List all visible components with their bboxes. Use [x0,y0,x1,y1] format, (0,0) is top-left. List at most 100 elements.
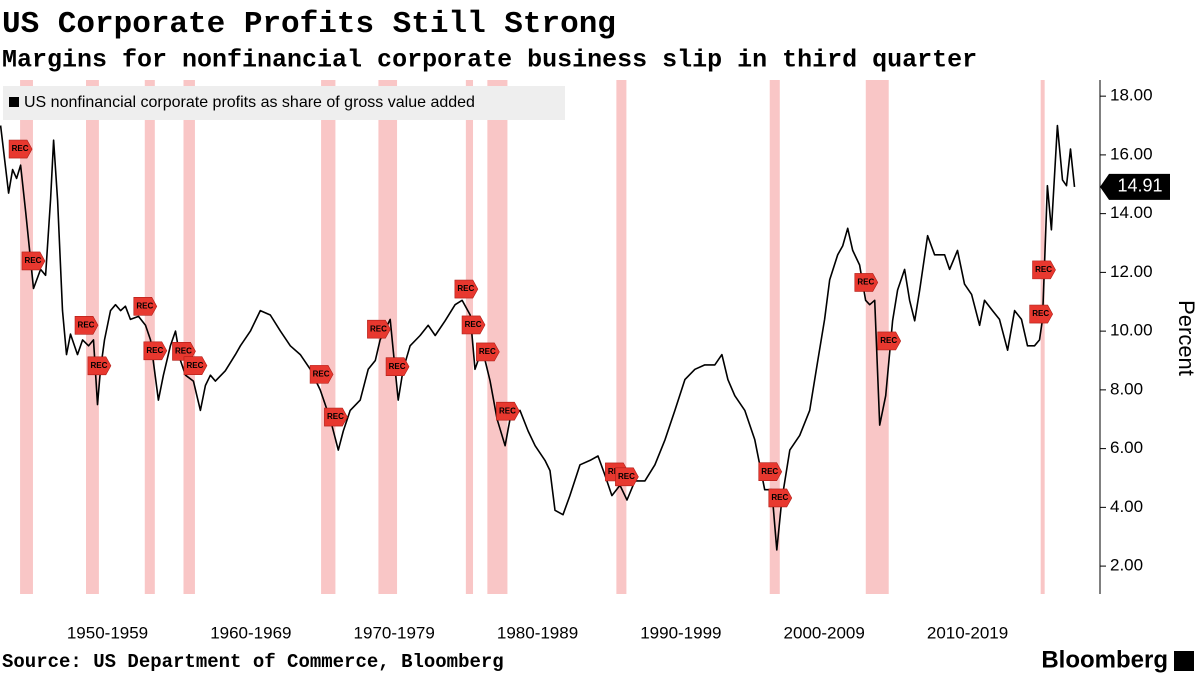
recession-flag-label: REC [457,284,474,293]
recession-flag: REC [496,401,520,421]
chart-subtitle: Margins for nonfinancial corporate busin… [2,46,977,75]
recession-flag-shape [324,407,348,427]
recession-flag-shape [1029,304,1054,324]
recession-flag-shape [758,462,783,482]
y-tick-label: 2.00 [1110,556,1143,575]
chart-title: US Corporate Profits Still Strong [2,7,616,42]
recession-flag-shape [367,319,391,339]
legend-swatch [9,97,19,107]
recession-flag-shape [496,401,520,421]
recession-flag: REC [854,273,879,292]
recession-flag-shape [768,488,793,508]
recession-band [20,80,33,594]
recession-flag-label: REC [90,361,107,370]
recession-flag-label: REC [761,467,778,476]
recession-flag-shape [854,273,879,292]
y-tick-label: 18.00 [1110,86,1153,105]
recession-flag-label: REC [857,278,874,287]
recession-band [616,80,627,594]
recession-band [1040,80,1045,594]
recession-flag-shape [8,139,33,159]
recession-flag: REC [476,342,500,362]
x-tick-label: 1970-1979 [354,623,435,642]
recession-flag-shape [133,297,158,316]
recession-flag-shape [476,342,500,362]
recession-flag: REC [309,365,334,384]
recession-flag: REC [758,462,783,482]
recession-flag-label: REC [327,412,344,421]
x-tick-label: 1960-1969 [210,623,291,642]
recession-flag-shape [309,365,334,384]
recession-flag-label: REC [25,256,42,265]
recession-flag-shape [183,356,208,375]
recession-flag-shape [454,279,479,299]
recession-flag-shape [877,331,902,351]
recession-flag: REC [172,342,196,361]
y-axis-label: Percent [1174,300,1199,376]
recession-flag-shape [74,315,99,335]
recession-band [321,80,336,594]
recession-flag: REC [768,488,793,508]
recession-flag-label: REC [12,144,29,153]
recession-band [86,80,99,594]
x-tick-label: 1980-1989 [497,623,578,642]
recession-flag-label: REC [618,472,635,481]
y-tick-label: 16.00 [1110,144,1153,163]
recession-band [465,80,474,594]
recession-flag-label: REC [1035,265,1052,274]
recession-band [769,80,780,594]
recession-flag-label: REC [1032,309,1049,318]
recession-flag-shape [87,356,112,376]
recession-flag: REC [143,341,168,361]
recession-flag-label: REC [186,361,203,370]
x-tick-label: 1990-1999 [640,623,721,642]
recession-flag-label: REC [146,346,163,355]
y-tick-label: 8.00 [1110,379,1143,398]
recession-flag-label: REC [499,406,516,415]
recession-flag: REC [385,357,410,377]
brand: Bloomberg [1041,646,1168,673]
y-tick-label: 6.00 [1110,438,1143,457]
recession-flag: REC [1032,260,1056,280]
recession-flag: REC [8,139,33,159]
recession-flag-label: REC [880,336,897,345]
recession-flag-label: REC [78,320,95,329]
recession-flag: REC [87,356,112,376]
recession-flag: REC [21,251,46,271]
recession-flag: REC [1029,304,1054,324]
recession-flag: REC [324,407,348,427]
recession-flag-shape [461,315,486,335]
legend-label: US nonfinancial corporate profits as sha… [24,94,475,111]
recession-flag-shape [385,357,410,377]
recession-flag-shape [143,341,168,361]
legend-box [3,86,565,120]
last-value-tag [1100,173,1170,200]
recession-flag: REC [367,319,391,339]
last-value-label: 14.91 [1117,176,1162,196]
source: Source: US Department of Commerce, Bloom… [2,651,504,673]
recession-band [865,80,889,594]
y-tick-label: 14.00 [1110,203,1153,222]
recession-flag-label: REC [389,362,406,371]
recession-flag-label: REC [479,347,496,356]
recession-band [183,80,195,594]
recession-flag: REC [454,279,479,299]
recession-flag: REC [877,331,902,351]
recession-flag: REC [615,467,639,487]
recession-flag-label: REC [370,324,387,333]
recession-flag-label: REC [136,301,153,310]
recession-flag: REC [183,356,208,375]
y-tick-label: 12.00 [1110,262,1153,281]
y-tick-label: 10.00 [1110,321,1153,340]
recession-flag-label: REC [771,493,788,502]
recession-flag-label: REC [313,369,330,378]
recession-flag: REC [74,315,99,335]
x-tick-label: 2010-2019 [927,623,1008,642]
recession-band [487,80,508,594]
recession-flag-shape [172,342,196,361]
recession-flag-label: REC [175,346,192,355]
x-tick-label: 2000-2009 [784,623,865,642]
recession-flag: REC [133,297,158,316]
